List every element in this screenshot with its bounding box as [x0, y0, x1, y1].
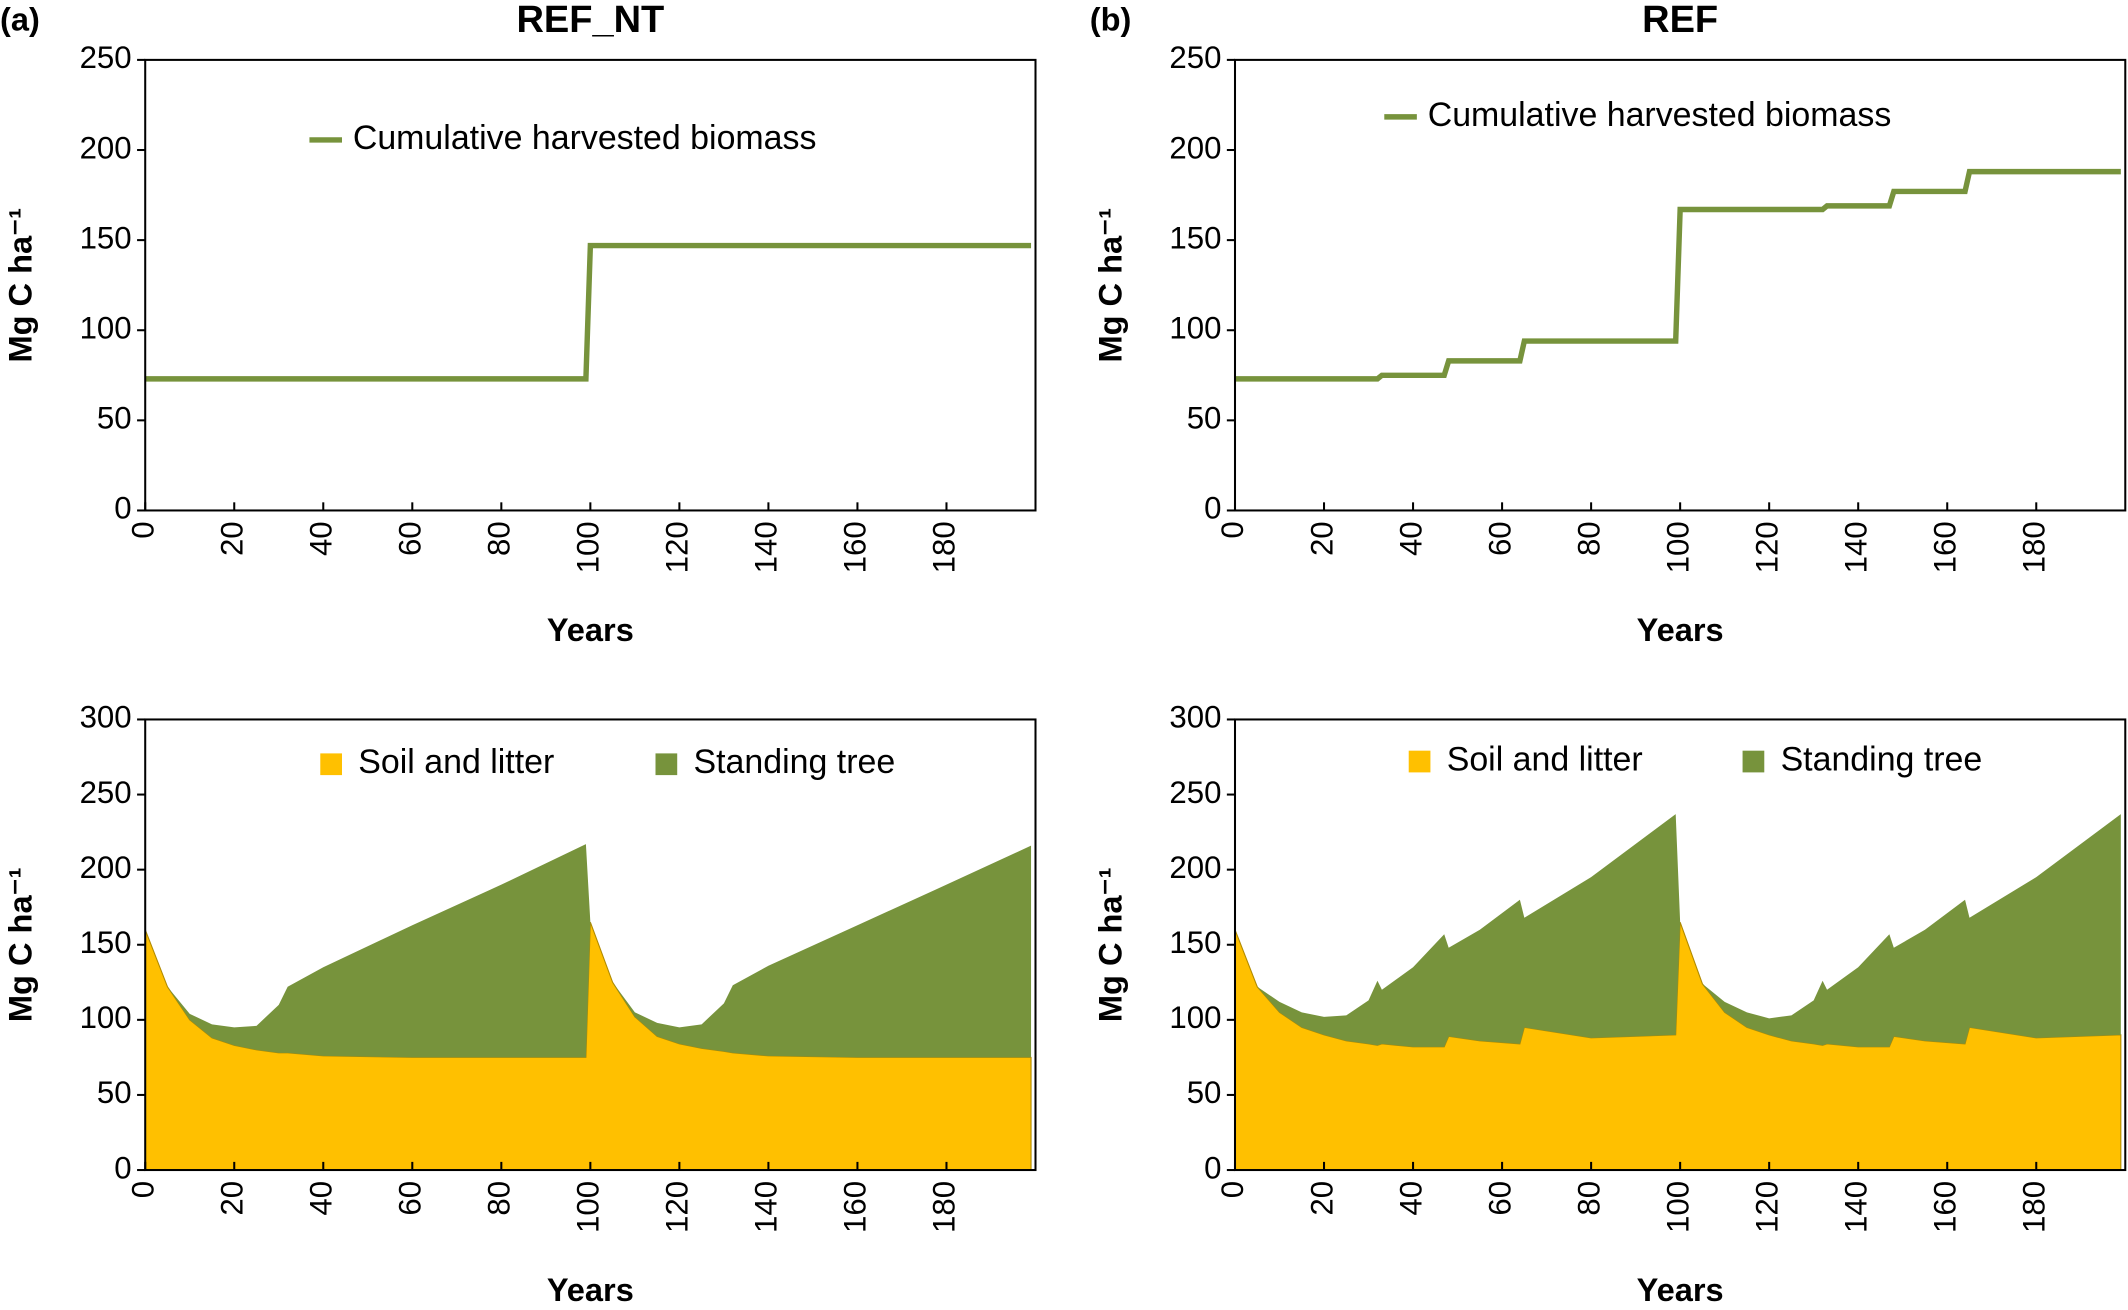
x-tick-label: 0 [125, 1181, 160, 1198]
legend-swatch [1408, 750, 1431, 773]
y-tick-label: 150 [1169, 925, 1221, 960]
y-tick-label: 0 [1204, 1150, 1221, 1185]
legend-label: Soil and litter [358, 743, 554, 781]
data-line [1235, 168, 2121, 382]
x-tick-label: 0 [125, 521, 160, 538]
x-axis-label: Years [1637, 612, 1724, 648]
x-tick-label: 20 [1304, 1181, 1339, 1216]
x-tick-label: 100 [1660, 1181, 1695, 1233]
x-tick-label: 180 [2017, 521, 2052, 573]
y-tick-label: 100 [1169, 310, 1221, 345]
y-tick-label: 100 [1169, 1000, 1221, 1035]
x-tick-label: 120 [660, 521, 695, 573]
x-tick-label: 120 [660, 1181, 695, 1233]
y-tick-label: 50 [97, 1075, 132, 1110]
x-tick-label: 100 [1660, 521, 1695, 573]
legend-label: Standing tree [1781, 740, 1983, 778]
x-tick-label: 120 [1749, 521, 1784, 573]
x-tick-label: 180 [2017, 1181, 2052, 1233]
x-axis-label: Years [1637, 1272, 1724, 1308]
x-tick-label: 40 [304, 1181, 339, 1216]
legend-label: Cumulative harvested biomass [353, 119, 817, 157]
y-tick-label: 250 [1169, 40, 1221, 75]
x-tick-label: 80 [1571, 1181, 1606, 1216]
y-tick-label: 50 [1187, 1075, 1222, 1110]
y-tick-label: 0 [114, 491, 131, 526]
y-tick-label: 200 [80, 130, 132, 165]
x-tick-label: 160 [1927, 1181, 1962, 1233]
x-tick-label: 140 [749, 1181, 784, 1233]
x-tick-label: 140 [1838, 521, 1873, 573]
y-tick-label: 300 [80, 700, 132, 735]
y-tick-label: 250 [80, 40, 132, 75]
legend-swatch [1742, 750, 1765, 773]
y-tick-label: 200 [1169, 130, 1221, 165]
y-tick-label: 100 [80, 310, 132, 345]
legend-label: Standing tree [694, 743, 896, 781]
legend-swatch [320, 753, 342, 776]
x-tick-label: 0 [1215, 521, 1250, 538]
y-axis-label: Mg C ha⁻¹ [3, 208, 39, 363]
y-tick-label: 50 [1187, 401, 1222, 436]
x-tick-label: 60 [1482, 521, 1517, 556]
x-tick-label: 20 [1304, 521, 1339, 556]
x-tick-label: 180 [927, 521, 962, 573]
x-tick-label: 60 [393, 1181, 428, 1216]
x-tick-label: 40 [1393, 521, 1428, 556]
x-tick-label: 20 [214, 1181, 249, 1216]
chart-title: REF_NT [516, 0, 664, 41]
x-tick-label: 100 [571, 1181, 606, 1233]
x-tick-label: 80 [482, 1181, 517, 1216]
y-tick-label: 150 [80, 220, 132, 255]
y-tick-label: 200 [80, 850, 132, 885]
x-tick-label: 20 [214, 521, 249, 556]
legend-label: Soil and litter [1447, 740, 1643, 778]
x-tick-label: 80 [1571, 521, 1606, 556]
y-tick-label: 250 [80, 775, 132, 810]
chart-title: REF [1642, 0, 1718, 41]
y-tick-label: 0 [1204, 491, 1221, 526]
x-tick-label: 160 [1927, 521, 1962, 573]
y-tick-label: 300 [1169, 700, 1221, 735]
x-tick-label: 100 [571, 521, 606, 573]
x-tick-label: 60 [393, 521, 428, 556]
y-tick-label: 0 [114, 1150, 131, 1185]
x-tick-label: 80 [482, 521, 517, 556]
x-tick-label: 140 [749, 521, 784, 573]
y-axis-label: Mg C ha⁻¹ [1092, 208, 1128, 363]
y-tick-label: 150 [80, 925, 132, 960]
x-tick-label: 40 [304, 521, 339, 556]
x-tick-label: 120 [1749, 1181, 1784, 1233]
stacked-area [145, 844, 1032, 1058]
x-tick-label: 40 [1393, 1181, 1428, 1216]
x-tick-label: 140 [1838, 1181, 1873, 1233]
y-tick-label: 100 [80, 1000, 132, 1035]
y-tick-label: 50 [97, 401, 132, 436]
y-tick-label: 200 [1169, 850, 1221, 885]
x-tick-label: 180 [927, 1181, 962, 1233]
y-tick-label: 150 [1169, 220, 1221, 255]
x-tick-label: 60 [1482, 1181, 1517, 1216]
panel-label: (b) [1090, 2, 1132, 38]
x-tick-label: 160 [838, 1181, 873, 1233]
stacked-area [1235, 814, 2121, 1047]
legend-swatch [655, 753, 678, 776]
x-axis-label: Years [547, 1272, 634, 1308]
legend-label: Cumulative harvested biomass [1428, 96, 1892, 134]
y-axis-label: Mg C ha⁻¹ [3, 867, 39, 1022]
data-line [145, 242, 1032, 382]
y-axis-label: Mg C ha⁻¹ [1092, 867, 1128, 1022]
panel-label: (a) [0, 2, 40, 38]
x-tick-label: 160 [838, 521, 873, 573]
x-axis-label: Years [547, 612, 634, 648]
x-tick-label: 0 [1215, 1181, 1250, 1198]
y-tick-label: 250 [1169, 775, 1221, 810]
